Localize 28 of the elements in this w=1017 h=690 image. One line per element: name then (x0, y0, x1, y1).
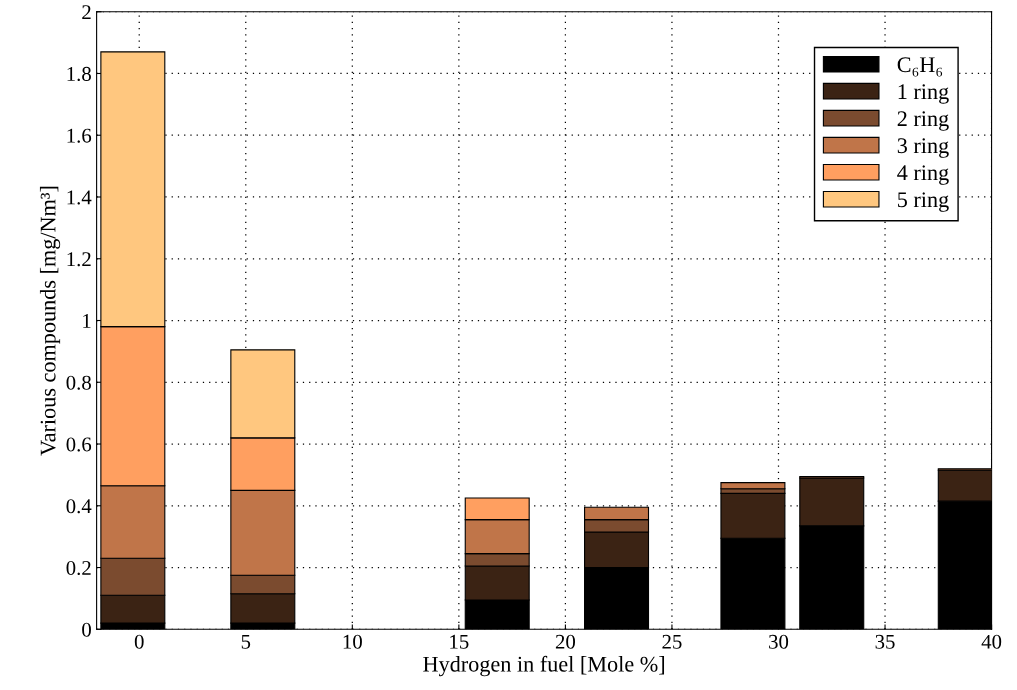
y-tick-label: 2 (82, 5, 91, 19)
x-tick-label: 35 (875, 634, 895, 649)
x-axis-title: Hydrogen in fuel [Mole %] (423, 655, 665, 677)
x-tick-label: 0 (134, 634, 144, 649)
legend-label: 2 ring (897, 111, 949, 131)
y-tick-label: 1.4 (67, 190, 92, 205)
y-tick-label: 1.2 (67, 252, 91, 267)
y-tick-label: 0.8 (66, 375, 91, 390)
y-tick-label: 0.6 (66, 437, 92, 452)
y-tick-label: 1 (83, 313, 91, 328)
x-tick-label: 15 (450, 634, 469, 649)
y-tick-label: 1.8 (67, 66, 91, 82)
legend-label: 1 ring (898, 84, 949, 104)
x-tick-label: 30 (769, 634, 789, 649)
legend-label: C₆H₆ (897, 57, 943, 77)
y-axis-title: Various compounds [mg/Nm³] (39, 186, 61, 456)
legend-label: 3 ring (897, 138, 949, 158)
legend-label: 4 ring (897, 165, 949, 185)
x-tick-label: 10 (343, 634, 362, 649)
y-tick-label: 0 (82, 622, 91, 637)
x-tick-label: 40 (981, 634, 1002, 649)
legend-label: 5 ring (898, 192, 949, 212)
x-tick-label: 20 (555, 634, 576, 649)
y-tick-label: 1.6 (67, 128, 92, 143)
y-tick-label: 0.4 (66, 499, 92, 514)
x-tick-label: 25 (662, 634, 682, 649)
x-tick-label: 5 (241, 634, 251, 649)
y-tick-label: 0.2 (66, 560, 91, 576)
